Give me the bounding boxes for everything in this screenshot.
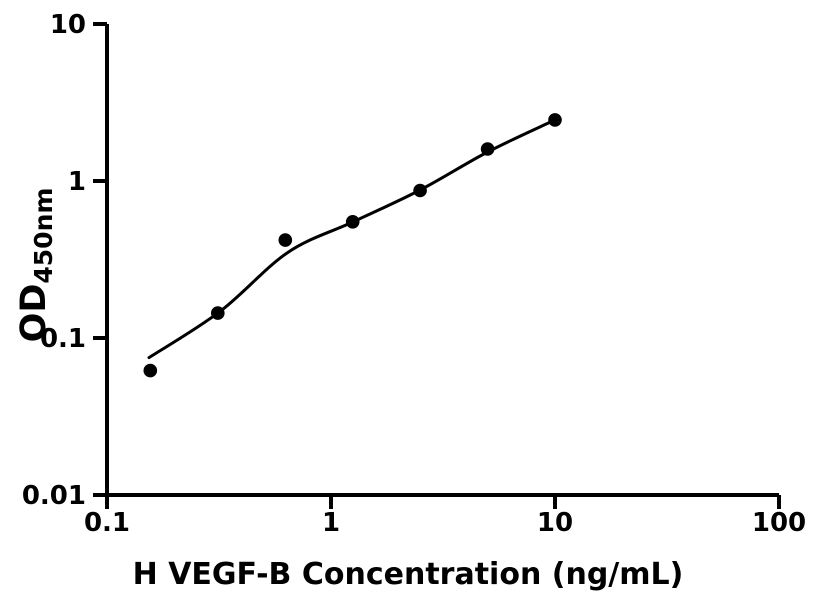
y-tick-label: 1 (68, 167, 86, 197)
data-point (413, 183, 427, 198)
x-axis-title: H VEGF-B Concentration (ng/mL) (132, 557, 684, 592)
data-point (480, 142, 495, 156)
data-point (143, 363, 158, 378)
y-tick-label: 10 (50, 10, 86, 40)
x-tick-label: 1 (322, 508, 340, 538)
x-tick-label: 100 (752, 508, 806, 538)
x-tick-label: 10 (537, 508, 573, 538)
data-point (211, 306, 225, 320)
y-axis-title-main: OD (14, 283, 54, 343)
data-point (548, 113, 562, 127)
y-tick-label: 0.01 (22, 481, 86, 511)
y-axis-title-sub: 450nm (29, 187, 58, 284)
y-tick-label: 0.1 (40, 324, 86, 354)
data-point (345, 215, 360, 229)
data-point (278, 233, 293, 247)
fit-curve (147, 118, 557, 360)
y-axis-title: OD450nm (14, 188, 58, 343)
axis-frame (105, 24, 779, 497)
x-tick-label: 0.1 (84, 508, 130, 538)
